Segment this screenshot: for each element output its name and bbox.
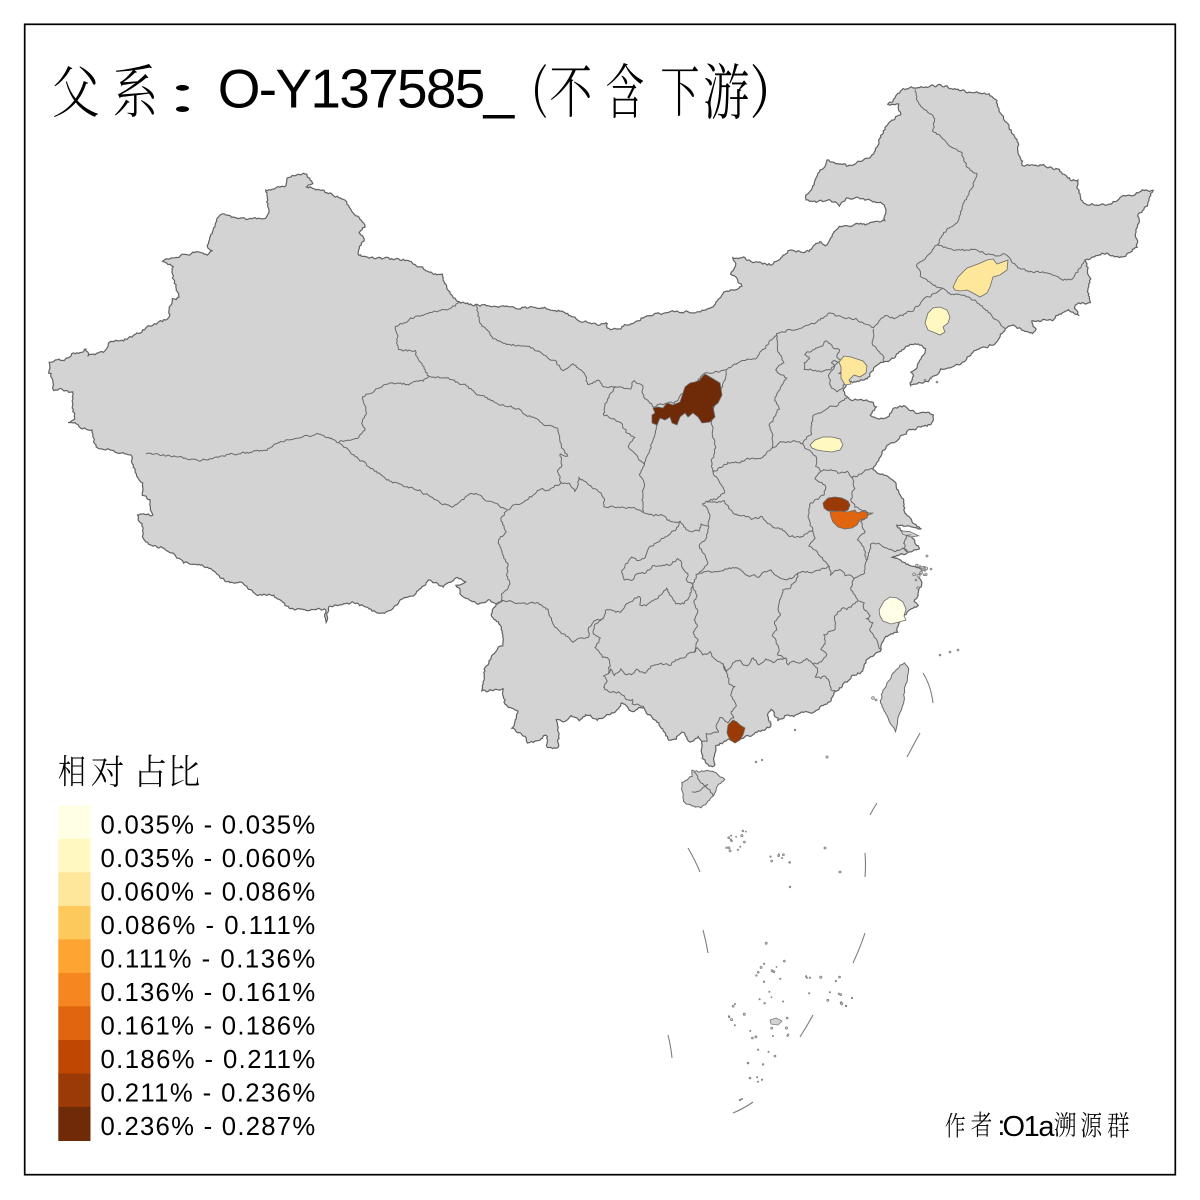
svg-text:0.186% - 0.211%: 0.186% - 0.211% [101,1046,316,1074]
svg-text:0.060% - 0.086%: 0.060% - 0.086% [101,879,316,907]
svg-text:0.136% - 0.161%: 0.136% - 0.161% [101,979,316,1007]
svg-text:0.111% - 0.136%: 0.111% - 0.136% [101,946,316,974]
svg-text:0.211% - 0.236%: 0.211% - 0.236% [101,1080,316,1108]
svg-text:0.086% - 0.111%: 0.086% - 0.111% [101,912,316,940]
svg-text:0.035% - 0.035%: 0.035% - 0.035% [101,812,316,840]
svg-text:O-Y137585_: O-Y137585_ [218,57,516,119]
svg-text::: : [998,1110,1006,1141]
svg-text:O1a: O1a [1003,1111,1056,1143]
svg-text:0.035% - 0.060%: 0.035% - 0.060% [101,845,316,873]
svg-text:0.161% - 0.186%: 0.161% - 0.186% [101,1013,316,1041]
svg-text:0.236% - 0.287%: 0.236% - 0.287% [101,1113,316,1141]
